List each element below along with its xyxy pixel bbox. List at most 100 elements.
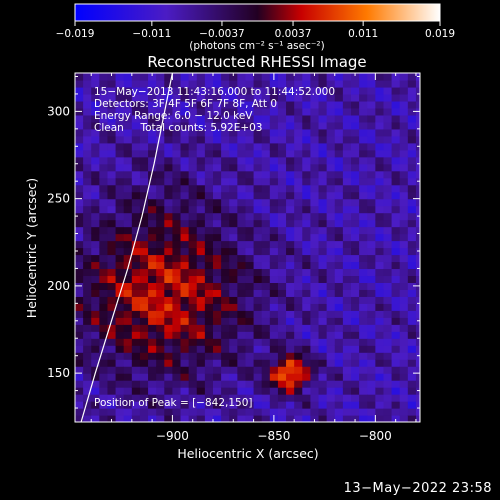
heatmap-cell — [107, 121, 117, 130]
heatmap-cell — [342, 338, 352, 346]
heatmap-cell — [164, 289, 174, 297]
heatmap-cell — [375, 247, 385, 256]
heatmap-cell — [277, 93, 287, 102]
heatmap-cell — [391, 380, 401, 388]
heatmap-cell — [83, 296, 92, 304]
heatmap-cell — [342, 156, 352, 165]
heatmap-cell — [383, 268, 393, 277]
heatmap-cell — [83, 282, 92, 290]
heatmap-cell — [204, 233, 214, 242]
heatmap-cell — [375, 212, 385, 221]
heatmap-cell — [75, 114, 84, 123]
heatmap-cell — [342, 135, 352, 144]
heatmap-cell — [172, 303, 182, 311]
heatmap-cell — [91, 170, 100, 179]
heatmap-cell — [253, 289, 263, 297]
colorbar-tick-label: 0.011 — [348, 28, 378, 40]
heatmap-cell — [302, 366, 312, 374]
heatmap-cell — [286, 373, 295, 381]
heatmap-cell — [261, 219, 271, 228]
heatmap-cell — [359, 191, 368, 200]
heatmap-cell — [407, 212, 417, 221]
heatmap-cell — [359, 100, 368, 109]
heatmap-cell — [310, 163, 320, 172]
heatmap-cell — [213, 226, 222, 235]
heatmap-cell — [221, 93, 230, 102]
heatmap-cell — [269, 170, 279, 179]
heatmap-cell — [294, 380, 303, 388]
heatmap-cell — [310, 79, 320, 88]
heatmap-cell — [294, 401, 303, 409]
heatmap-cell — [196, 107, 206, 116]
heatmap-cell — [221, 303, 230, 311]
heatmap-cell — [172, 338, 182, 346]
heatmap-cell — [351, 415, 360, 422]
heatmap-cell — [302, 219, 312, 228]
heatmap-cell — [375, 93, 385, 102]
heatmap-cell — [221, 352, 230, 360]
heatmap-cell — [148, 205, 157, 214]
heatmap-cell — [99, 184, 109, 193]
heatmap-cell — [302, 212, 312, 221]
heatmap-cell — [407, 359, 417, 367]
heatmap-cell — [269, 296, 279, 304]
heatmap-cell — [261, 303, 271, 311]
heatmap-cell — [204, 415, 214, 422]
heatmap-cell — [156, 338, 165, 346]
x-tick-label: −900 — [156, 429, 189, 443]
heatmap-cell — [91, 163, 100, 172]
heatmap-cell — [91, 233, 100, 242]
heatmap-cell — [334, 366, 344, 374]
heatmap-cell — [131, 205, 141, 214]
heatmap-cell — [156, 156, 165, 165]
heatmap-cell — [237, 254, 247, 263]
heatmap-cell — [172, 415, 182, 422]
heatmap-cell — [91, 275, 100, 283]
heatmap-cell — [107, 233, 117, 242]
heatmap-cell — [310, 282, 320, 290]
heatmap-cell — [131, 184, 141, 193]
heatmap-cell — [91, 79, 100, 88]
heatmap-cell — [156, 303, 165, 311]
heatmap-cell — [286, 100, 295, 109]
heatmap-cell — [156, 149, 165, 158]
heatmap-cell — [367, 282, 376, 290]
heatmap-cell — [229, 163, 238, 172]
heatmap-cell — [221, 387, 230, 395]
heatmap-cell — [83, 373, 92, 381]
heatmap-cell — [302, 387, 312, 395]
heatmap-cell — [188, 170, 198, 179]
heatmap-cell — [131, 156, 141, 165]
heatmap-cell — [213, 380, 222, 388]
heatmap-cell — [294, 219, 303, 228]
heatmap-cell — [204, 163, 214, 172]
heatmap-cell — [221, 86, 230, 95]
heatmap-cell — [75, 275, 84, 283]
heatmap-cell — [172, 373, 182, 381]
heatmap-cell — [391, 352, 401, 360]
heatmap-cell — [188, 261, 198, 270]
heatmap-cell — [302, 408, 312, 416]
heatmap-cell — [415, 79, 420, 88]
heatmap-cell — [253, 191, 263, 200]
heatmap-cell — [294, 387, 303, 395]
heatmap-cell — [351, 254, 360, 263]
heatmap-cell — [286, 170, 295, 179]
heatmap-cell — [310, 303, 320, 311]
heatmap-cell — [148, 149, 157, 158]
heatmap-cell — [237, 247, 247, 256]
heatmap-cell — [221, 170, 230, 179]
heatmap-cell — [213, 352, 222, 360]
heatmap-cell — [237, 261, 247, 270]
heatmap-cell — [213, 142, 222, 151]
heatmap-cell — [221, 128, 230, 137]
heatmap-cell — [131, 219, 141, 228]
heatmap-cell — [286, 289, 295, 297]
heatmap-cell — [156, 352, 165, 360]
heatmap-cell — [367, 394, 376, 402]
heatmap-cell — [99, 170, 109, 179]
heatmap-cell — [229, 282, 238, 290]
heatmap-cell — [221, 191, 230, 200]
heatmap-cell — [310, 100, 320, 109]
heatmap-cell — [156, 331, 165, 339]
